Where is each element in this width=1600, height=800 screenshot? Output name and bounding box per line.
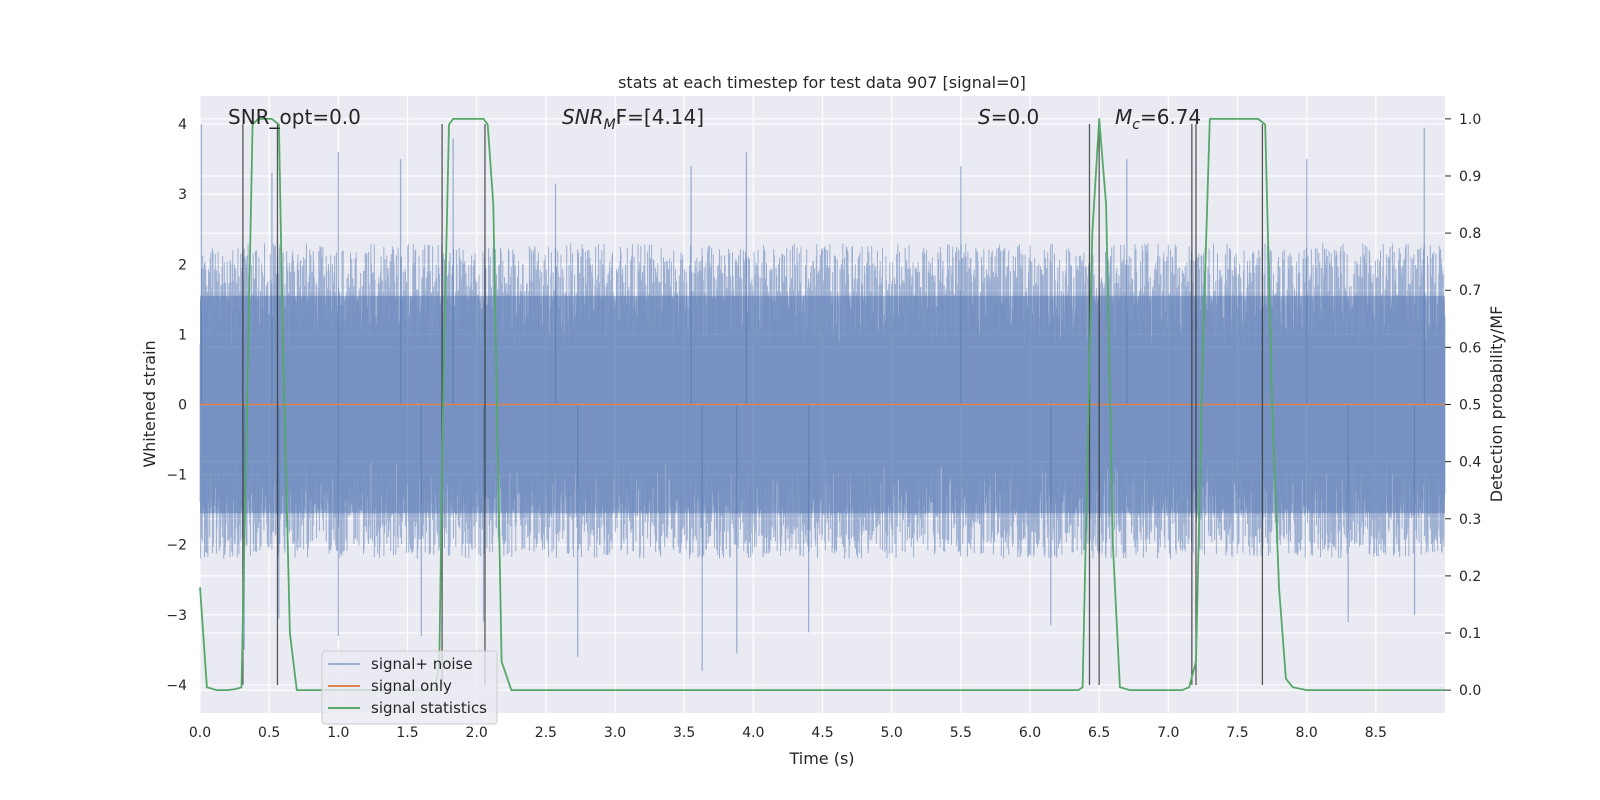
x-tick-labels: 0.0 0.5 1.0 1.5 2.0 2.5 3.0 3.5 4.0 4.5 5.0 5.5 6.0 6… bbox=[189, 725, 1387, 741]
annotation-snr-mf-sub: M bbox=[604, 117, 616, 133]
x-tick-label: 2.5 bbox=[535, 725, 557, 741]
x-tick-label: 6.5 bbox=[1088, 725, 1110, 741]
y-left-tick-label: 0 bbox=[178, 398, 187, 414]
x-tick-label: 2.0 bbox=[466, 725, 488, 741]
y-right-tick-label: 0.1 bbox=[1459, 626, 1481, 642]
annotation-s-rest: =0.0 bbox=[991, 105, 1040, 129]
annotation-mc-base: M bbox=[1115, 105, 1132, 129]
x-tick-label: 7.0 bbox=[1157, 725, 1179, 741]
y-right-tick-label: 1.0 bbox=[1459, 112, 1481, 128]
y-right-tick-label: 0.3 bbox=[1459, 512, 1481, 528]
vertical-markers bbox=[242, 124, 1264, 685]
y-left-tick-label: −3 bbox=[166, 608, 187, 624]
annotation-mc-sub: c bbox=[1132, 117, 1140, 133]
chart-title: stats at each timestep for test data 907… bbox=[618, 73, 1026, 92]
x-tick-label: 4.0 bbox=[742, 725, 764, 741]
legend: signal+ noise signal only signal statist… bbox=[321, 650, 498, 725]
y-left-tick-label: 2 bbox=[178, 257, 187, 273]
x-tick-label: 5.5 bbox=[950, 725, 972, 741]
x-tick-label: 4.5 bbox=[811, 725, 833, 741]
y-right-tick-label: 0.2 bbox=[1459, 569, 1481, 585]
annotation-mc: Mc=6.74 bbox=[1115, 105, 1201, 133]
annotation-mc-rest: =6.74 bbox=[1140, 105, 1201, 129]
x-tick-label: 6.0 bbox=[1019, 725, 1041, 741]
annotation-s-italic: S bbox=[978, 105, 991, 129]
y-right-tick-label: 0.9 bbox=[1459, 169, 1481, 185]
y-right-axis-label: Detection probability/MF bbox=[1487, 306, 1506, 503]
x-tick-label: 0.0 bbox=[189, 725, 211, 741]
annotation-snr-opt: SNR_opt=0.0 bbox=[228, 105, 361, 129]
annotation-snr-mf-rest: F=[4.14] bbox=[616, 105, 704, 129]
annotation-snr-mf-base: SNR bbox=[562, 105, 604, 129]
y-right-tick-label: 0.8 bbox=[1459, 226, 1481, 242]
y-left-tick-label: −2 bbox=[166, 538, 187, 554]
y-right-tick-label: 0.0 bbox=[1459, 683, 1481, 699]
y-right-tick-labels: 1.0 0.9 0.8 0.7 0.6 0.5 0.4 0.3 0.2 0.1 0.0 bbox=[1445, 112, 1481, 699]
y-right-tick-label: 0.7 bbox=[1459, 283, 1481, 299]
y-left-tick-label: 4 bbox=[178, 117, 187, 133]
signal-statistics-line bbox=[199, 118, 1445, 691]
signal-statistics-series bbox=[199, 118, 1445, 691]
x-tick-label: 3.5 bbox=[673, 725, 695, 741]
x-tick-label: 5.0 bbox=[881, 725, 903, 741]
y-left-tick-labels: 4 3 2 1 0 −1 −2 −3 −4 bbox=[166, 117, 187, 694]
y-left-tick-label: 1 bbox=[178, 327, 187, 343]
y-left-tick-label: −4 bbox=[166, 678, 187, 694]
y-right-tick-label: 0.5 bbox=[1459, 398, 1481, 414]
x-tick-label: 8.5 bbox=[1365, 725, 1387, 741]
legend-label-signal-noise: signal+ noise bbox=[371, 655, 473, 673]
legend-label-signal-statistics: signal statistics bbox=[371, 699, 487, 717]
x-tick-label: 0.5 bbox=[258, 725, 280, 741]
y-left-tick-label: 3 bbox=[178, 187, 187, 203]
y-right-tick-label: 0.4 bbox=[1459, 455, 1481, 471]
y-right-tick-label: 0.6 bbox=[1459, 340, 1481, 356]
legend-label-signal-only: signal only bbox=[371, 677, 452, 695]
x-tick-label: 1.5 bbox=[396, 725, 418, 741]
annotation-snr-mf: SNRMF=[4.14] bbox=[562, 105, 704, 133]
annotation-s: S=0.0 bbox=[978, 105, 1039, 129]
x-tick-label: 8.0 bbox=[1296, 725, 1318, 741]
y-left-axis-label: Whitened strain bbox=[140, 340, 159, 467]
x-tick-label: 7.5 bbox=[1226, 725, 1248, 741]
x-tick-label: 3.0 bbox=[604, 725, 626, 741]
x-tick-label: 1.0 bbox=[327, 725, 349, 741]
legend-box bbox=[321, 650, 498, 725]
x-axis-label: Time (s) bbox=[788, 749, 854, 768]
y-left-tick-label: −1 bbox=[166, 468, 187, 484]
